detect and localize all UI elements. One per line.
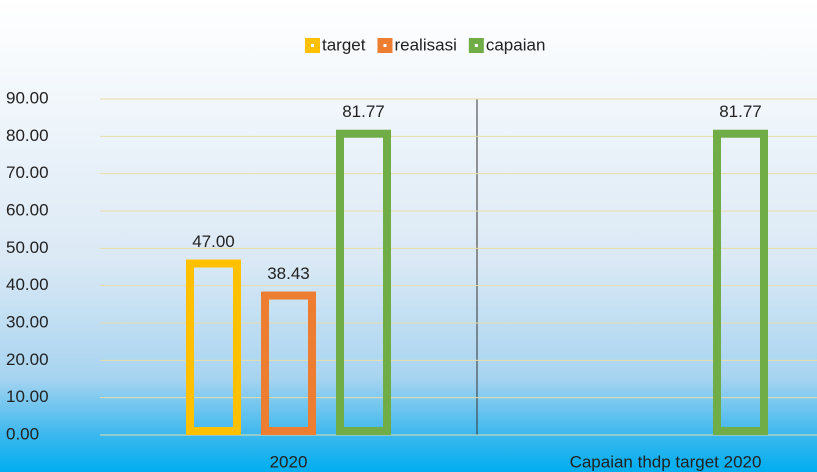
legend-label: target <box>322 35 366 54</box>
x-tick-label: Capaian thdp target 2020 <box>570 452 762 471</box>
legend-swatch-dot <box>383 44 387 47</box>
y-tick-label: 70.00 <box>6 163 49 182</box>
legend-swatch-dot <box>474 44 478 47</box>
legend-label: realisasi <box>394 35 456 54</box>
bar <box>713 129 768 435</box>
bar <box>186 259 241 435</box>
value-label: 81.77 <box>342 102 385 121</box>
y-tick-label: 20.00 <box>6 350 49 369</box>
y-tick-label: 0.00 <box>6 424 39 443</box>
legend-swatch-dot <box>311 44 314 47</box>
bar <box>261 291 316 436</box>
y-tick-label: 90.00 <box>6 88 49 107</box>
x-tick-label: 2020 <box>270 452 308 471</box>
legend-label: capaian <box>486 35 546 54</box>
value-label: 81.77 <box>719 102 762 121</box>
y-tick-label: 80.00 <box>6 126 49 145</box>
bar <box>336 129 391 435</box>
y-tick-label: 40.00 <box>6 275 49 294</box>
y-tick-label: 50.00 <box>6 238 49 257</box>
y-tick-label: 30.00 <box>6 312 49 331</box>
y-tick-label: 60.00 <box>6 200 49 219</box>
value-label: 47.00 <box>192 232 235 251</box>
value-label: 38.43 <box>267 264 310 283</box>
y-tick-label: 10.00 <box>6 387 49 406</box>
